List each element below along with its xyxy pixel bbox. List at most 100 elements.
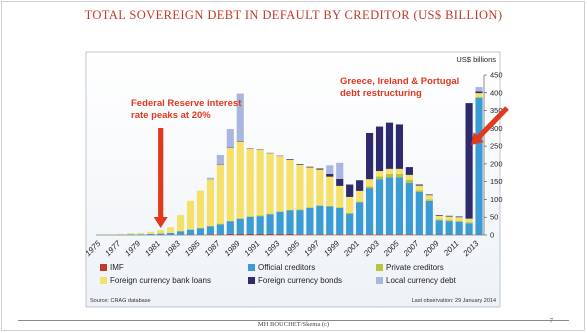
bar-imf-1992 <box>266 233 274 235</box>
bar-official-creditors-1998 <box>326 206 334 235</box>
bar-official-creditors-2003 <box>375 179 384 235</box>
y-tick-label: 250 <box>490 142 503 151</box>
bar-foreign-currency-bonds-2000 <box>346 184 354 197</box>
bar-private-creditors-1994 <box>286 209 294 211</box>
bar-official-creditors-1994 <box>286 210 294 234</box>
bar-private-creditors-2007 <box>415 190 423 192</box>
y-tick-label: 300 <box>490 124 503 133</box>
bar-official-creditors-1990 <box>246 216 254 234</box>
bar-foreign-currency-bank-loans-1978 <box>127 233 135 235</box>
bar-foreign-currency-bank-loans-1990 <box>246 148 254 217</box>
bar-official-creditors-1978 <box>127 234 135 235</box>
bar-private-creditors-1992 <box>266 213 274 215</box>
bar-foreign-currency-bank-loans-1987 <box>216 164 224 224</box>
bar-imf-2002 <box>366 234 374 235</box>
bar-imf-2003 <box>375 234 384 235</box>
bar-local-currency-debt-1986 <box>206 177 214 180</box>
y-ticks: 0 50 100 150 200 250 300 350 400 450 <box>484 71 503 240</box>
bar-foreign-currency-bonds-2013 <box>475 91 483 94</box>
bar-foreign-currency-bank-loans-1983 <box>176 215 185 232</box>
bar-foreign-currency-bank-loans-1985 <box>196 190 205 228</box>
bar-official-creditors-2013 <box>475 97 483 235</box>
bar-foreign-currency-bank-loans-1989 <box>236 141 244 219</box>
source-note: Source: CRAG database <box>90 298 151 304</box>
legend-swatch-private-creditors <box>376 264 383 271</box>
bar-official-creditors-1981 <box>157 233 165 235</box>
bar-private-creditors-2006 <box>405 179 413 183</box>
footer-text: MH BOUCHET/Skema (c) <box>257 321 330 328</box>
bar-foreign-currency-bonds-1998 <box>326 173 334 177</box>
bar-foreign-currency-bank-loans-1995 <box>296 164 304 210</box>
bar-foreign-currency-bank-loans-2000 <box>346 196 354 213</box>
bar-foreign-currency-bonds-2011 <box>455 216 463 218</box>
bar-imf-1990 <box>246 233 254 235</box>
bar-foreign-currency-bank-loans-2008 <box>425 195 433 200</box>
arrow-fed-rate <box>153 128 168 228</box>
bar-imf-1997 <box>316 234 324 235</box>
bar-foreign-currency-bonds-2002 <box>366 132 374 180</box>
y-tick-label: 100 <box>490 195 503 204</box>
bar-official-creditors-1983 <box>176 231 185 235</box>
bar-foreign-currency-bank-loans-2013 <box>475 93 483 97</box>
bar-foreign-currency-bonds-1995 <box>296 164 304 165</box>
bar-private-creditors-2008 <box>425 199 433 201</box>
legend-label-official-creditors: Official creditors <box>258 263 315 272</box>
bar-private-creditors-1997 <box>316 205 324 206</box>
bar-official-creditors-1995 <box>296 210 304 235</box>
bar-imf-1998 <box>326 234 334 235</box>
bar-official-creditors-2009 <box>435 220 443 235</box>
bar-imf-1996 <box>306 234 314 235</box>
bar-imf-1999 <box>336 234 344 235</box>
legend-swatch-foreign-currency-bank-loans <box>100 277 107 284</box>
bar-official-creditors-2007 <box>415 191 423 235</box>
bar-imf-1986 <box>206 234 214 235</box>
bar-official-creditors-1988 <box>226 221 234 234</box>
bar-foreign-currency-bank-loans-1993 <box>276 156 284 212</box>
bar-foreign-currency-bonds-1997 <box>316 168 324 170</box>
bar-foreign-currency-bonds-2005 <box>395 124 404 169</box>
bar-official-creditors-1985 <box>196 228 205 235</box>
bar-official-creditors-2002 <box>366 188 374 235</box>
bar-official-creditors-1992 <box>266 214 274 234</box>
annotation-greece-2: debt restructuring <box>340 88 422 99</box>
bar-private-creditors-2013 <box>475 96 483 98</box>
bar-foreign-currency-bank-loans-1984 <box>186 200 195 230</box>
bar-imf-1994 <box>286 233 294 235</box>
bar-foreign-currency-bonds-2007 <box>415 184 423 186</box>
bar-foreign-currency-bank-loans-1999 <box>336 185 344 208</box>
bar-foreign-currency-bank-loans-1982 <box>167 227 175 233</box>
bar-private-creditors-2005 <box>395 173 404 178</box>
bar-official-creditors-1984 <box>186 229 195 235</box>
bar-official-creditors-2011 <box>455 221 463 235</box>
bar-local-currency-debt-1999 <box>336 162 344 179</box>
bar-foreign-currency-bonds-2004 <box>385 122 394 169</box>
bar-private-creditors-1999 <box>336 207 344 208</box>
bar-foreign-currency-bank-loans-1996 <box>306 167 314 208</box>
bar-private-creditors-1986 <box>206 225 214 227</box>
y-tick-label: 150 <box>490 177 503 186</box>
bar-official-creditors-2010 <box>445 221 453 235</box>
page-number: 7 <box>549 317 554 325</box>
bar-official-creditors-1991 <box>256 216 264 234</box>
bar-imf-1995 <box>296 234 304 235</box>
bar-private-creditors-2004 <box>385 173 394 178</box>
bar-foreign-currency-bank-loans-1986 <box>206 179 214 226</box>
bar-imf-2006 <box>405 234 413 235</box>
bar-foreign-currency-bonds-2003 <box>375 126 384 171</box>
bar-foreign-currency-bonds-1999 <box>336 178 344 186</box>
bar-local-currency-debt-2013 <box>475 87 483 92</box>
bar-private-creditors-1990 <box>246 216 254 217</box>
legend-swatch-local-currency-debt <box>376 277 383 284</box>
bar-private-creditors-1987 <box>216 223 224 225</box>
bar-official-creditors-1989 <box>236 219 244 234</box>
y-tick-label: 200 <box>490 159 503 168</box>
y-tick-label: 400 <box>490 88 503 97</box>
footer-divider <box>18 320 569 321</box>
bar-foreign-currency-bank-loans-2002 <box>366 179 374 187</box>
bar-foreign-currency-bonds-2010 <box>445 215 453 217</box>
bar-private-creditors-2000 <box>346 212 354 214</box>
y-tick-label: 450 <box>490 71 503 80</box>
bar-official-creditors-1982 <box>167 232 175 235</box>
bar-official-creditors-2005 <box>395 177 404 235</box>
